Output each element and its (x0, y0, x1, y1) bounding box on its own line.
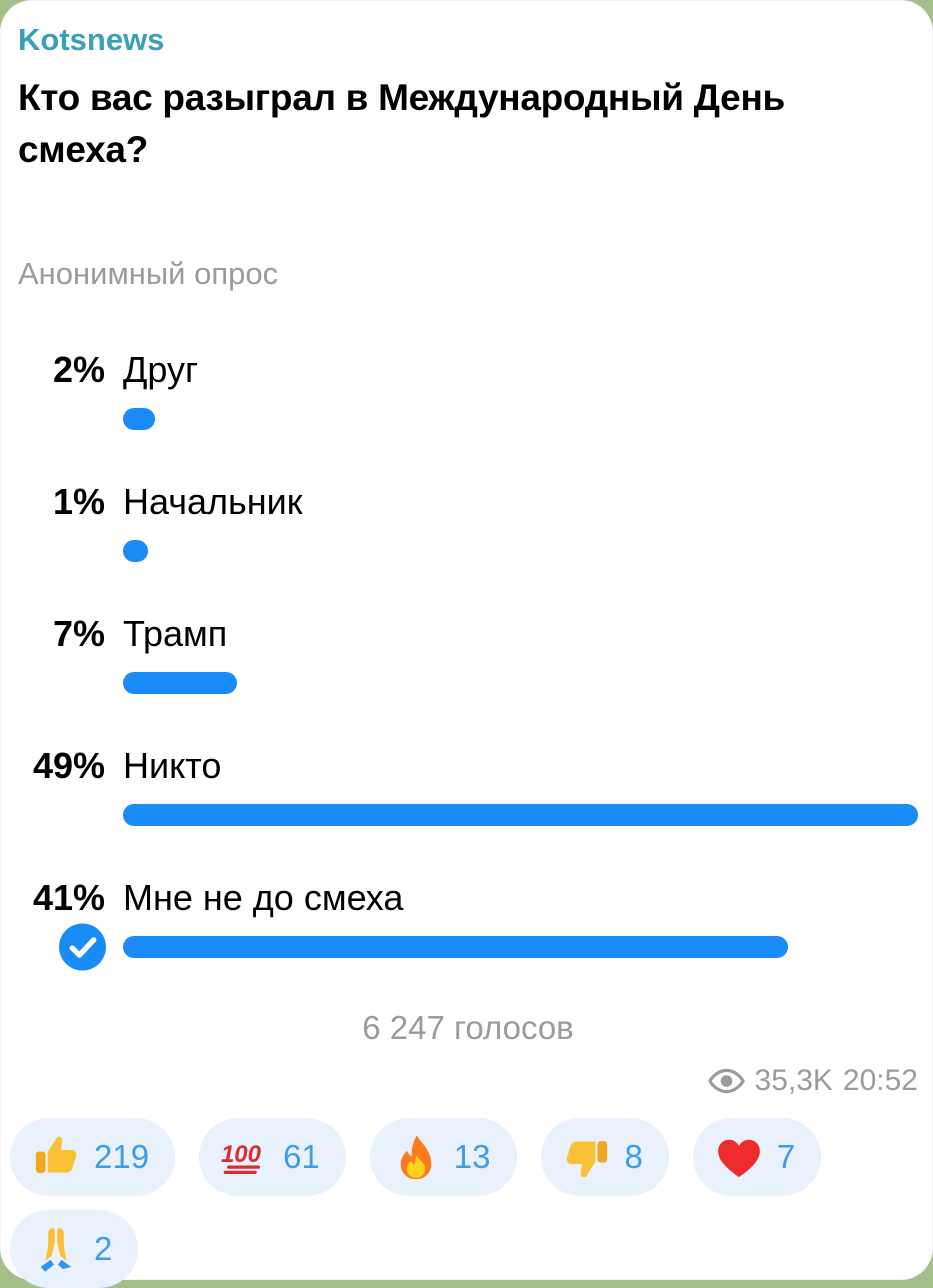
option-result-bar (123, 540, 148, 562)
folded-hands-icon (40, 1228, 72, 1272)
svg-text:100: 100 (221, 1141, 262, 1168)
reaction-count: 2 (94, 1230, 113, 1267)
thumbs-up-icon (35, 1136, 77, 1173)
option-bar-track (123, 804, 918, 826)
option-percent: 2% (52, 349, 105, 390)
option-label: Трамп (123, 613, 228, 654)
option-result-bar (123, 804, 918, 826)
poll-option[interactable]: 2% Друг (18, 348, 918, 430)
option-bar-track (123, 672, 918, 694)
option-result-bar (123, 936, 789, 958)
views-eye-icon (707, 1068, 745, 1094)
reaction-pill[interactable]: 8 (540, 1118, 669, 1196)
hundred-points-icon: 100 (221, 1141, 262, 1175)
option-bar-track (123, 540, 918, 562)
option-label: Мне не до смеха (123, 877, 404, 918)
poll-option[interactable]: 49% Никто (18, 744, 918, 826)
post-meta: 35,3K 20:52 (18, 1064, 918, 1098)
channel-name[interactable]: Kotsnews (18, 22, 165, 57)
poll-option[interactable]: 7% Трамп (18, 612, 918, 694)
views-count: 35,3K (754, 1064, 833, 1097)
reaction-pill[interactable]: 219 (10, 1118, 176, 1196)
poll-type-label: Анонимный опрос (18, 256, 279, 291)
option-percent: 1% (52, 481, 105, 522)
reaction-count: 13 (453, 1138, 491, 1175)
poll-question: Кто вас разыграл в Международный День см… (18, 77, 785, 170)
poll-option[interactable]: 41% Мне не до смеха (18, 876, 918, 971)
reactions-bar: 219 100 61 13 8 7 2 (10, 1118, 918, 1288)
voted-check-icon (59, 923, 106, 971)
reaction-count: 219 (94, 1138, 150, 1175)
reaction-pill[interactable]: 2 (10, 1210, 139, 1288)
option-percent: 49% (32, 745, 105, 786)
option-result-bar (123, 408, 156, 430)
reaction-count: 7 (776, 1138, 796, 1175)
option-label: Никто (123, 745, 222, 786)
reaction-count: 61 (283, 1138, 320, 1175)
reaction-pill[interactable]: 7 (692, 1118, 822, 1196)
thumbs-down-icon (566, 1141, 607, 1178)
option-bar-track (123, 408, 918, 430)
reaction-count: 8 (624, 1138, 643, 1175)
poll-option[interactable]: 1% Начальник (18, 480, 918, 562)
option-result-bar (123, 672, 237, 694)
votes-count: 6 247 голосов (362, 1009, 574, 1046)
option-percent: 41% (32, 877, 105, 918)
option-bar-track (59, 923, 918, 971)
reaction-pill[interactable]: 13 (369, 1118, 517, 1196)
option-label: Начальник (123, 481, 303, 522)
poll-options: 2% Друг 1% Начальник 7% Трамп 49% Никто (18, 348, 918, 971)
message-time: 20:52 (842, 1064, 918, 1097)
option-percent: 7% (52, 613, 105, 654)
fire-icon (400, 1135, 432, 1180)
red-heart-icon (718, 1139, 760, 1178)
option-label: Друг (123, 349, 199, 390)
reaction-pill[interactable]: 100 61 (199, 1118, 346, 1196)
